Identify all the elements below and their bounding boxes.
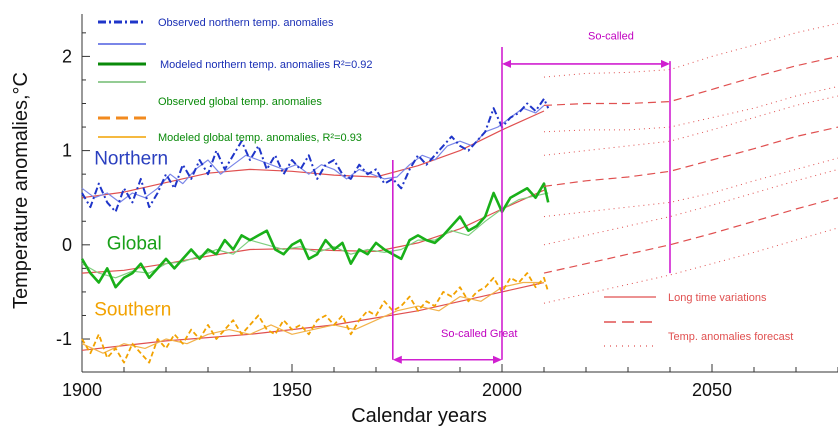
series-line bbox=[81, 189, 545, 274]
legend-label: Modeled northern temp. anomalies R²=0.92 bbox=[160, 59, 372, 71]
legend-label: Modeled global temp. anomalies, R²=0.93 bbox=[158, 132, 362, 144]
y-tick-label: 2 bbox=[62, 46, 72, 66]
series-line bbox=[81, 104, 545, 203]
series-line bbox=[81, 110, 545, 199]
x-tick-label: 1950 bbox=[272, 380, 312, 400]
legend-label: Observed global temp. anomalies bbox=[158, 96, 322, 108]
y-tick-label: -1 bbox=[56, 329, 72, 349]
y-tick-label: 1 bbox=[62, 141, 72, 161]
series-line bbox=[543, 126, 838, 187]
series-line bbox=[81, 272, 550, 364]
series-line bbox=[543, 22, 838, 78]
x-tick-label: 1900 bbox=[62, 380, 102, 400]
x-tick-label: 2050 bbox=[692, 380, 732, 400]
x-axis-title: Calendar years bbox=[351, 405, 487, 427]
series-line bbox=[81, 281, 544, 354]
series-line bbox=[543, 55, 838, 106]
series-label: Northern bbox=[94, 149, 168, 170]
y-tick-label: 0 bbox=[62, 235, 72, 255]
marker-arrowhead-left bbox=[502, 59, 511, 68]
series-line bbox=[81, 97, 550, 213]
series-line bbox=[543, 95, 838, 156]
marker-arrowhead-right bbox=[661, 59, 670, 68]
legend-label: Temp. anomalies forecast bbox=[668, 331, 793, 343]
series-line bbox=[543, 197, 838, 274]
series-label: Southern bbox=[94, 299, 171, 320]
series-line bbox=[543, 168, 838, 246]
marker-arrowhead-right bbox=[493, 355, 502, 364]
marker-arrowhead-left bbox=[392, 355, 402, 364]
x-tick-label: 2000 bbox=[482, 380, 522, 400]
series-line bbox=[543, 157, 838, 218]
series-line bbox=[543, 227, 838, 304]
series-label: Global bbox=[107, 234, 162, 255]
annotation-label: So-called bbox=[588, 30, 634, 42]
series-line bbox=[80, 182, 550, 289]
legend-label: Observed northern temp. anomalies bbox=[158, 17, 334, 29]
annotation-label: So-called Great bbox=[441, 328, 517, 340]
series-line bbox=[543, 86, 838, 133]
legend-label: Long time variations bbox=[668, 292, 767, 304]
